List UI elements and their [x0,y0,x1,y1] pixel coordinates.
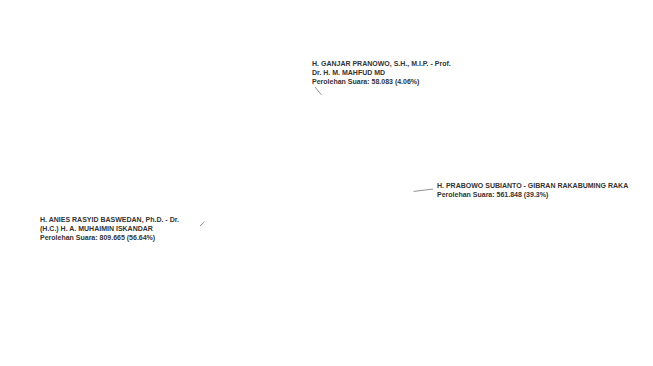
slice-label: Dr. H. M. MAHFUD MD [312,69,385,76]
slice-label: H. PRABOWO SUBIANTO - GIBRAN RAKABUMING … [437,182,628,189]
value-label: Perolehan Suara: 809.665 (56.64%) [40,234,155,242]
slice-label: H. ANIES RASYID BASWEDAN, Ph.D. - Dr. [40,216,179,224]
leader-line [414,189,433,191]
chart: H. GANJAR PRANOWO, S.H., M.I.P. - Prof.D… [0,0,653,366]
leader-line [315,87,321,95]
slice-label: H. GANJAR PRANOWO, S.H., M.I.P. - Prof. [312,60,451,68]
labels: H. GANJAR PRANOWO, S.H., M.I.P. - Prof.D… [40,60,628,242]
value-label: Perolehan Suara: 561.848 (39.3%) [437,191,548,199]
leader-line [200,222,204,226]
value-label: Perolehan Suara: 58.083 (4.06%) [312,78,419,86]
slice-label: (H.C.) H. A. MUHAIMIN ISKANDAR [40,225,153,233]
